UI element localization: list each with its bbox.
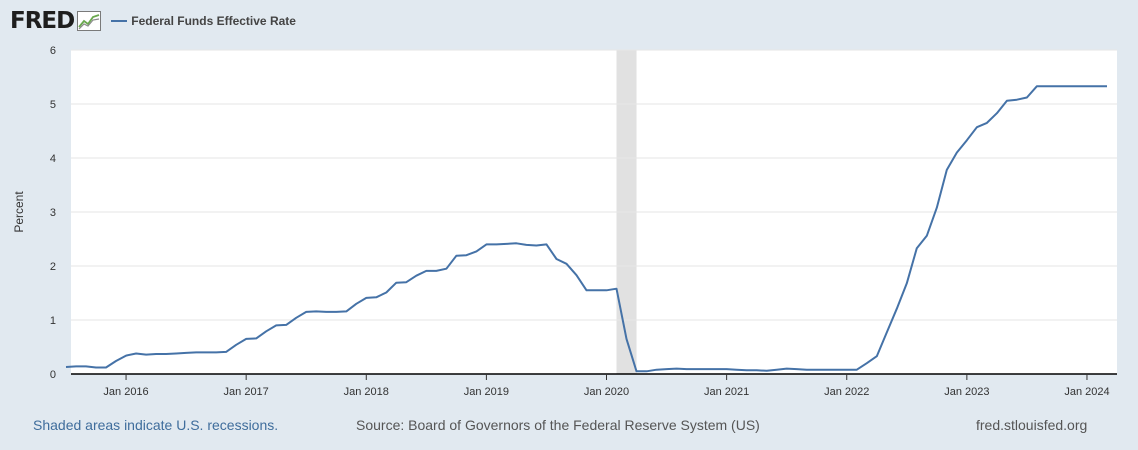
y-tick-label: 5 [50,99,56,111]
series-line [65,85,1107,373]
x-tick-label: Jan 2020 [584,386,629,398]
x-tick-label: Jan 2017 [224,386,269,398]
fred-logo[interactable]: FRED [10,8,75,34]
site-link[interactable]: fred.stlouisfed.org [976,417,1088,433]
x-tick-label: Jan 2021 [704,386,749,398]
chart-legend[interactable]: Federal Funds Effective Rate [111,14,296,28]
legend-swatch [111,20,128,22]
x-tick-label: Jan 2023 [944,386,989,398]
y-tick-label: 4 [50,153,56,165]
x-tick-label: Jan 2016 [103,386,148,398]
y-tick-label: 0 [50,369,56,381]
x-tick-label: Jan 2022 [824,386,869,398]
recession-note: Shaded areas indicate U.S. recessions. [33,417,279,433]
x-tick-label: Jan 2024 [1064,386,1109,398]
x-tick-label: Jan 2018 [344,386,389,398]
legend-series-label: Federal Funds Effective Rate [131,14,296,28]
y-axis-label: Percent [12,191,26,233]
line-chart[interactable]: 0 1 2 3 4 5 6 Jan 2016 Jan 2017 Jan 2018 Jan 2019 J… [0,36,1138,406]
fred-graph-logo-icon [77,11,102,31]
y-tick-label: 3 [50,207,56,219]
source-note: Source: Board of Governors of the Federa… [356,417,760,433]
x-tick-label: Jan 2019 [464,386,509,398]
y-tick-label: 1 [50,315,56,327]
y-tick-label: 6 [50,45,56,57]
y-tick-label: 2 [50,261,56,273]
header: FRED Federal Funds Effective Rate [10,8,296,34]
